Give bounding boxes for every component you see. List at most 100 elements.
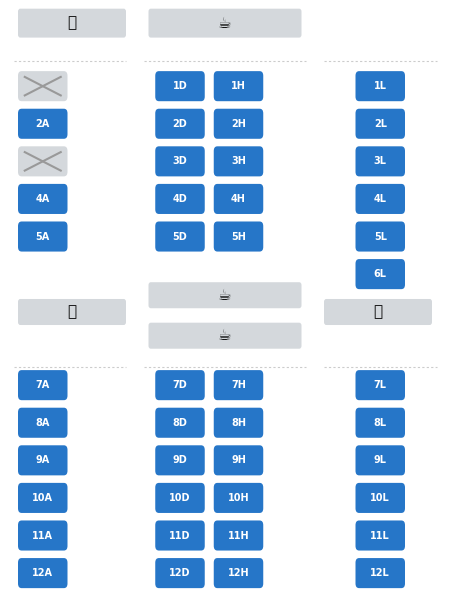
FancyBboxPatch shape — [356, 71, 405, 101]
Text: 7A: 7A — [36, 380, 50, 390]
FancyBboxPatch shape — [214, 184, 263, 214]
FancyBboxPatch shape — [356, 109, 405, 139]
FancyBboxPatch shape — [356, 520, 405, 550]
Text: 4D: 4D — [173, 194, 187, 204]
FancyBboxPatch shape — [18, 147, 68, 177]
Text: 2A: 2A — [36, 119, 50, 129]
Text: 🚻: 🚻 — [68, 305, 76, 319]
FancyBboxPatch shape — [356, 558, 405, 588]
Text: 8L: 8L — [374, 417, 387, 428]
FancyBboxPatch shape — [214, 71, 263, 101]
Text: 12D: 12D — [169, 568, 191, 578]
FancyBboxPatch shape — [18, 71, 68, 101]
FancyBboxPatch shape — [214, 370, 263, 400]
FancyBboxPatch shape — [18, 445, 68, 475]
FancyBboxPatch shape — [356, 483, 405, 513]
Text: 3D: 3D — [173, 156, 187, 166]
Text: 4H: 4H — [231, 194, 246, 204]
Text: ☕: ☕ — [218, 328, 232, 343]
FancyBboxPatch shape — [356, 147, 405, 177]
Text: 12H: 12H — [228, 568, 249, 578]
Text: 10H: 10H — [228, 493, 249, 503]
Text: 12L: 12L — [370, 568, 390, 578]
Text: 8H: 8H — [231, 417, 246, 428]
FancyBboxPatch shape — [356, 370, 405, 400]
FancyBboxPatch shape — [356, 221, 405, 251]
FancyBboxPatch shape — [18, 558, 68, 588]
FancyBboxPatch shape — [214, 221, 263, 251]
FancyBboxPatch shape — [18, 184, 68, 214]
FancyBboxPatch shape — [155, 71, 205, 101]
Text: 3L: 3L — [374, 156, 387, 166]
Text: 1L: 1L — [374, 81, 387, 91]
Text: 7D: 7D — [173, 380, 187, 390]
Text: 1D: 1D — [173, 81, 187, 91]
FancyBboxPatch shape — [155, 184, 205, 214]
FancyBboxPatch shape — [155, 408, 205, 438]
Text: 9A: 9A — [36, 455, 50, 465]
Text: 5D: 5D — [173, 232, 187, 242]
Text: 11A: 11A — [32, 530, 53, 541]
Text: 6L: 6L — [374, 269, 387, 279]
Text: 2L: 2L — [374, 119, 387, 129]
Text: 3H: 3H — [231, 156, 246, 166]
Text: 9D: 9D — [173, 455, 187, 465]
Text: 9H: 9H — [231, 455, 246, 465]
FancyBboxPatch shape — [18, 299, 126, 325]
Text: 8A: 8A — [36, 417, 50, 428]
FancyBboxPatch shape — [155, 221, 205, 251]
Text: 🚻: 🚻 — [68, 16, 76, 31]
FancyBboxPatch shape — [356, 408, 405, 438]
Text: 9L: 9L — [374, 455, 387, 465]
Text: 12A: 12A — [32, 568, 53, 578]
Text: ☕: ☕ — [218, 287, 232, 303]
FancyBboxPatch shape — [18, 483, 68, 513]
FancyBboxPatch shape — [214, 445, 263, 475]
FancyBboxPatch shape — [324, 299, 432, 325]
FancyBboxPatch shape — [214, 558, 263, 588]
FancyBboxPatch shape — [214, 520, 263, 550]
FancyBboxPatch shape — [148, 9, 302, 37]
Text: 11L: 11L — [370, 530, 390, 541]
Text: ☕: ☕ — [218, 16, 232, 31]
FancyBboxPatch shape — [155, 558, 205, 588]
FancyBboxPatch shape — [155, 370, 205, 400]
FancyBboxPatch shape — [356, 259, 405, 289]
FancyBboxPatch shape — [155, 445, 205, 475]
FancyBboxPatch shape — [18, 408, 68, 438]
FancyBboxPatch shape — [18, 221, 68, 251]
FancyBboxPatch shape — [155, 109, 205, 139]
FancyBboxPatch shape — [356, 184, 405, 214]
FancyBboxPatch shape — [18, 370, 68, 400]
FancyBboxPatch shape — [356, 445, 405, 475]
FancyBboxPatch shape — [214, 109, 263, 139]
FancyBboxPatch shape — [148, 282, 302, 308]
Text: 7L: 7L — [374, 380, 387, 390]
Text: 5L: 5L — [374, 232, 387, 242]
Text: 2H: 2H — [231, 119, 246, 129]
FancyBboxPatch shape — [214, 408, 263, 438]
Text: 11H: 11H — [228, 530, 249, 541]
Text: 🚻: 🚻 — [374, 305, 382, 319]
Text: 2D: 2D — [173, 119, 187, 129]
FancyBboxPatch shape — [214, 483, 263, 513]
FancyBboxPatch shape — [155, 520, 205, 550]
Text: 4A: 4A — [36, 194, 50, 204]
Text: 4L: 4L — [374, 194, 387, 204]
Text: 10L: 10L — [370, 493, 390, 503]
Text: 8D: 8D — [172, 417, 188, 428]
Text: 5H: 5H — [231, 232, 246, 242]
Text: 5A: 5A — [36, 232, 50, 242]
FancyBboxPatch shape — [155, 147, 205, 177]
FancyBboxPatch shape — [18, 109, 68, 139]
Text: 7H: 7H — [231, 380, 246, 390]
Text: 10A: 10A — [32, 493, 53, 503]
Text: 10D: 10D — [169, 493, 191, 503]
FancyBboxPatch shape — [18, 9, 126, 37]
FancyBboxPatch shape — [148, 322, 302, 349]
FancyBboxPatch shape — [155, 483, 205, 513]
Text: 1H: 1H — [231, 81, 246, 91]
FancyBboxPatch shape — [18, 520, 68, 550]
FancyBboxPatch shape — [214, 147, 263, 177]
Text: 11D: 11D — [169, 530, 191, 541]
